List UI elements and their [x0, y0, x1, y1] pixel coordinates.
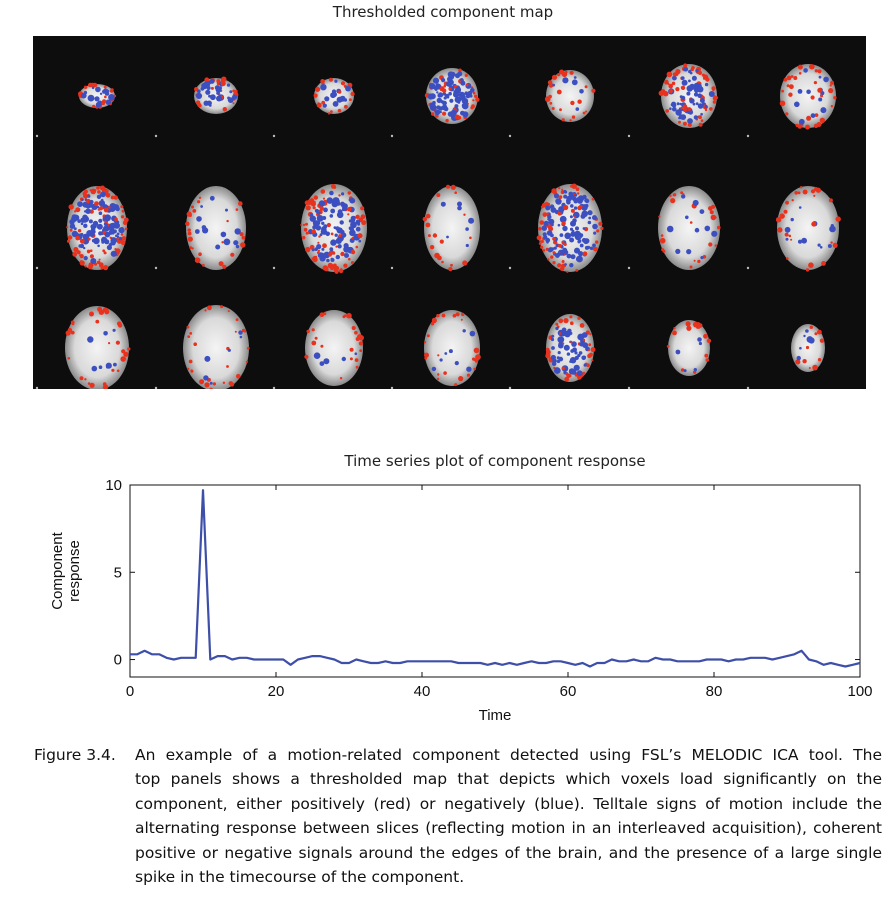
brain-slice: [508, 183, 604, 273]
x-tick-label: 60: [560, 683, 577, 700]
caption-number: Figure 3.4.: [34, 746, 116, 764]
caption-line: component, either positively (red) or ne…: [135, 794, 882, 813]
figure-caption: Figure 3.4. An example of a motion-relat…: [34, 743, 882, 889]
x-axis-label: Time: [479, 707, 512, 724]
caption-line: alternating response between slices (ref…: [135, 819, 882, 838]
brain-slice: [390, 68, 480, 138]
y-tick-label: 0: [114, 652, 122, 669]
brain-slice: [272, 310, 364, 389]
y-tick-label: 5: [114, 564, 122, 581]
caption-line: positive or negative signals around the …: [135, 843, 882, 862]
brain-slice: [627, 186, 721, 270]
x-tick-label: 40: [414, 683, 431, 700]
brain-slice: [746, 64, 837, 138]
caption-line: top panels shows a thresholded map that …: [135, 770, 882, 789]
map-title: Thresholded component map: [332, 3, 554, 21]
thresholded-component-map: [33, 36, 866, 389]
time-series-plot: 0 20 40 60 80 100 0 5 10 Time Componentresponse: [49, 477, 873, 724]
y-tick-label: 10: [105, 477, 122, 494]
brain-slice: [627, 320, 712, 389]
brain-slice: [154, 186, 246, 270]
caption-text: An example of a motion-related component…: [135, 743, 882, 889]
x-tick-label: 0: [126, 683, 134, 700]
brain-slice: [390, 184, 480, 272]
series-line: [130, 489, 861, 668]
brain-slice: [272, 184, 367, 274]
brain-slice: [746, 324, 825, 389]
brain-slice: [746, 186, 841, 272]
brain-slice: [508, 69, 596, 138]
x-tick-label: 80: [706, 683, 723, 700]
y-axis-label: Componentresponse: [49, 531, 83, 609]
brain-slice: [272, 77, 355, 138]
caption-line: spike in the timecourse of the component…: [135, 868, 465, 887]
brain-slice: [35, 82, 117, 138]
caption-line: An example of a motion-related component…: [135, 746, 882, 764]
brain-slice: [154, 305, 250, 389]
brain-slice: [508, 314, 596, 389]
brain-slice: [390, 310, 481, 389]
plot-title: Time series plot of component response: [344, 452, 646, 470]
brain-slice: [627, 63, 719, 138]
brain-slice: [35, 306, 131, 389]
plot-frame: [129, 484, 861, 678]
x-tick-label: 20: [268, 683, 285, 700]
x-tick-label: 100: [847, 683, 872, 700]
brain-slice: [35, 185, 129, 271]
brain-slice: [154, 76, 239, 138]
